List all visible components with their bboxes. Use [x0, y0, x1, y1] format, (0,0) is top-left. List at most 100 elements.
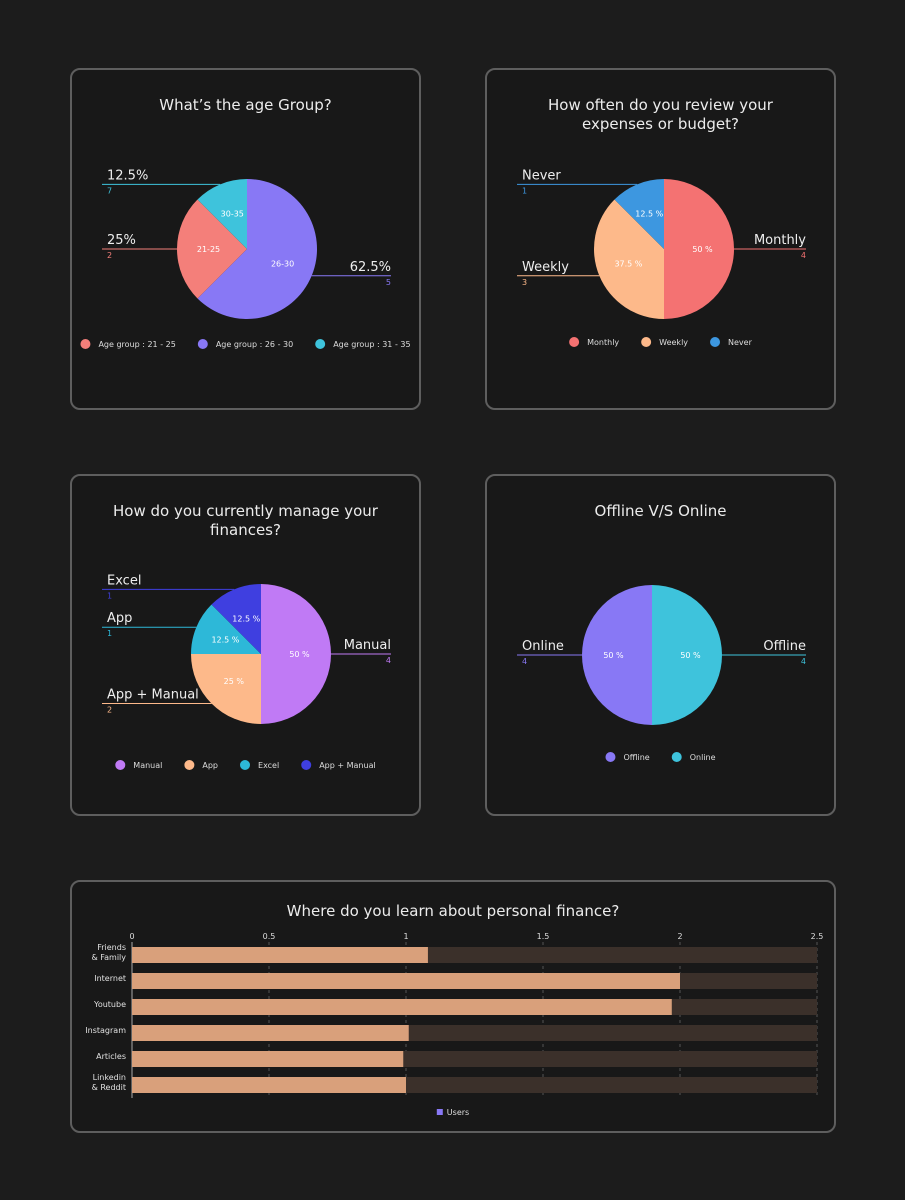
chart: 50 % Monthly 4 37.5 % Weekly 3 12.5 % Never 1 Mon…: [517, 168, 806, 347]
callout-count: 3: [522, 278, 527, 287]
y-tick-label: Articles: [96, 1052, 126, 1061]
x-tick-label: 1.5: [537, 932, 550, 941]
slice-label: 12.5 %: [635, 209, 663, 218]
legend-label: App: [202, 761, 218, 770]
slice-label: 50 %: [289, 650, 310, 659]
bar: [132, 1025, 409, 1041]
legend-label: Users: [447, 1108, 469, 1117]
callout-label: App + Manual: [107, 687, 199, 702]
slice-label: 21-25: [197, 245, 220, 254]
callout-label: 62.5%: [350, 260, 391, 275]
callout-label: Manual: [344, 638, 391, 653]
legend-swatch: [301, 760, 312, 770]
pie-slice: [261, 584, 331, 724]
slice-label: 30-35: [221, 209, 244, 218]
legend-label: Manual: [133, 761, 162, 770]
x-tick-label: 0: [129, 932, 134, 941]
x-tick-label: 2: [677, 932, 682, 941]
bar: [132, 1077, 406, 1093]
chart-title: Where do you learn about personal financ…: [286, 902, 620, 920]
pie-slice: [191, 604, 261, 654]
legend-swatch: [80, 339, 91, 349]
legend: Users: [436, 1108, 469, 1117]
callout-label: Online: [522, 639, 564, 654]
slice-label: 37.5 %: [614, 260, 642, 269]
x-tick-label: 1: [403, 932, 408, 941]
callout-label: Monthly: [754, 233, 806, 248]
pie-slice: [582, 585, 652, 725]
callout-label: 12.5%: [107, 168, 148, 183]
legend-swatch: [115, 760, 126, 770]
legend: Monthly Weekly Never: [569, 337, 753, 347]
bar: [132, 999, 672, 1015]
callout-count: 4: [386, 656, 391, 665]
pie-slice: [191, 654, 261, 724]
callout-label: Never: [522, 168, 561, 183]
callout-label: Weekly: [522, 260, 569, 275]
slice-label: 12.5 %: [211, 635, 239, 644]
legend-swatch: [436, 1109, 443, 1115]
callout-label: App: [107, 611, 132, 626]
callout-count: 4: [522, 657, 527, 666]
chart: 0 0.5 1 1.5 2 2.5 Users: [129, 932, 824, 1117]
bar: [132, 973, 680, 989]
card: How often do you review your expenses or…: [485, 68, 836, 410]
card: Offline V/S Online 50 % Offline 4 50 % Online…: [485, 474, 836, 816]
legend-label: Age group : 31 - 35: [333, 340, 410, 349]
y-tick-label: Internet: [94, 974, 126, 983]
slice-label: 50 %: [680, 651, 701, 660]
legend-label: Age group : 21 - 25: [98, 340, 175, 349]
legend-label: Monthly: [587, 338, 619, 347]
y-tick-label: Youtube: [94, 1000, 126, 1009]
legend-label: Online: [690, 753, 716, 762]
pie-slice: [177, 199, 247, 299]
legend-label: Excel: [258, 761, 279, 770]
legend: Offline Online: [605, 752, 716, 762]
callout-label: Excel: [107, 573, 141, 588]
chart: 26-30 62.5% 5 21-25 25% 2 30-35 12.5% 7 Age group…: [80, 168, 411, 349]
legend: Age group : 21 - 25 Age group : 26 - 30 Ag…: [80, 339, 411, 349]
callout-label: 25%: [107, 233, 136, 248]
legend-swatch: [315, 339, 326, 349]
slice-label: 26-30: [271, 260, 294, 269]
pie-slice: [614, 179, 664, 249]
y-tick-label: Linkedin & Reddit: [91, 1073, 126, 1092]
callout-count: 5: [386, 278, 391, 287]
legend: Manual App Excel App + Manual: [115, 760, 376, 770]
bar: [132, 947, 428, 963]
card: Where do you learn about personal financ…: [70, 880, 836, 1133]
chart: 50 % Manual 4 25 % App + Manual 2 12.5 % App 1 12…: [102, 573, 391, 770]
legend-label: Age group : 26 - 30: [216, 340, 293, 349]
legend-swatch: [240, 760, 251, 770]
bar: [132, 1051, 404, 1067]
callout-count: 4: [801, 657, 806, 666]
pie-slice: [197, 179, 247, 249]
card: How do you currently manage your finance…: [70, 474, 421, 816]
pie-slice: [594, 199, 664, 319]
legend-label: Offline: [623, 753, 649, 762]
chart-title: How do you currently manage your finance…: [113, 502, 378, 539]
y-tick-label: Friends & Family: [91, 943, 126, 962]
chart-title: How often do you review your expenses or…: [548, 96, 773, 133]
legend-label: App + Manual: [319, 761, 376, 770]
card: What’s the age Group? 26-30 62.5% 5 21-25 25%…: [70, 68, 421, 410]
legend-label: Never: [728, 338, 753, 347]
legend-swatch: [641, 337, 652, 347]
slice-label: 50 %: [603, 651, 624, 660]
legend-swatch: [197, 339, 208, 349]
pie-slice: [197, 179, 317, 319]
callout-count: 7: [107, 186, 112, 195]
x-tick-label: 2.5: [811, 932, 824, 941]
callout-count: 1: [107, 591, 112, 600]
callout-label: Offline: [763, 639, 806, 654]
legend-swatch: [605, 752, 616, 762]
slice-label: 25 %: [224, 677, 245, 686]
callout-count: 2: [107, 251, 112, 260]
legend-swatch: [184, 760, 195, 770]
legend-label: Weekly: [659, 338, 688, 347]
slice-label: 12.5 %: [232, 614, 260, 623]
callout-count: 1: [107, 629, 112, 638]
callout-count: 1: [522, 186, 527, 195]
pie-slice: [664, 179, 734, 319]
